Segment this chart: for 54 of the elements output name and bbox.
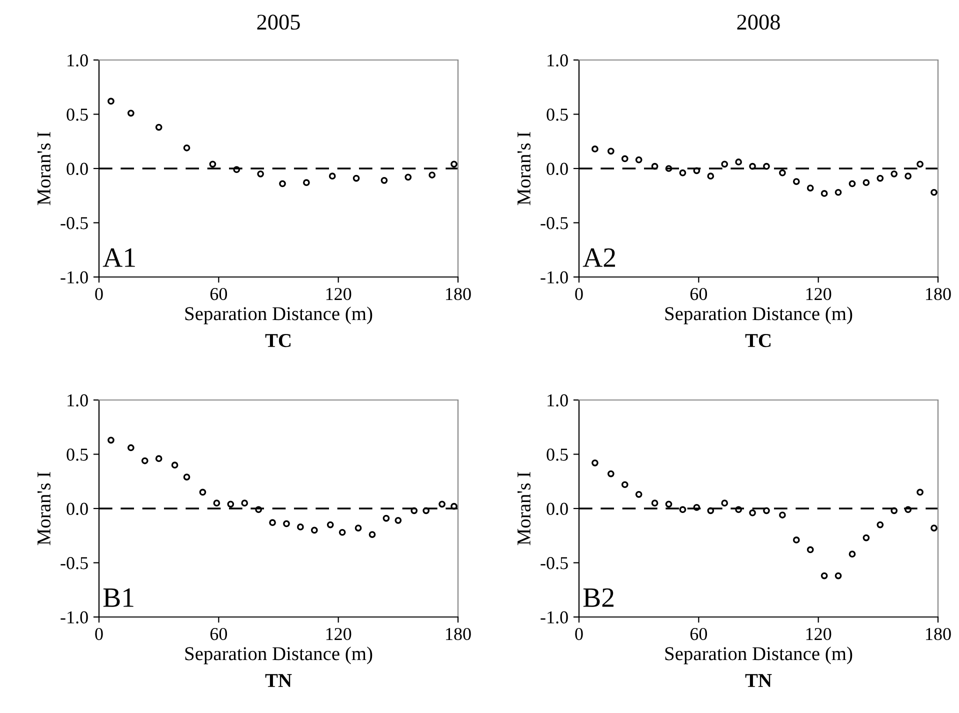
text: TN	[265, 674, 292, 687]
x-axis-title: Separation Distance (m)	[185, 306, 372, 324]
y-tick-label: 0.0	[546, 502, 568, 516]
y-tick-label: 1.0	[68, 54, 88, 67]
x-tick-label: 180	[926, 628, 951, 640]
y-tick-label: 1.0	[548, 394, 568, 407]
y-tick-label: -0.5	[540, 217, 568, 230]
x-tick-label: 180	[446, 628, 471, 640]
x-tick-label: 0	[575, 288, 583, 300]
text: TN	[745, 674, 772, 687]
y-tick-label: 0.0	[546, 162, 568, 176]
chart-title: 2005	[257, 14, 300, 30]
x-axis-title: Separation Distance (m)	[665, 306, 852, 324]
y-axis-title: Moran's I	[38, 132, 50, 206]
y-tick-label: -0.5	[60, 557, 88, 570]
y-tick-label: -1.0	[540, 611, 568, 624]
x-tick-label: 0	[95, 628, 103, 640]
x-tick-label: 60	[210, 288, 228, 300]
x-tick-label: 60	[690, 628, 708, 640]
y-axis-title: Moran's I	[38, 472, 50, 546]
y-axis-title: Moran's I	[518, 132, 530, 206]
text: TC	[745, 334, 771, 348]
y-axis-title: Moran's I	[518, 472, 530, 546]
y-tick-label: 1.0	[548, 54, 568, 67]
annotation: B1	[103, 588, 134, 607]
y-tick-label: 0.5	[66, 108, 88, 121]
x-tick-label: 120	[326, 288, 352, 300]
y-tick-label: 1.0	[68, 394, 88, 407]
x-tick-label: 0	[95, 288, 103, 300]
y-tick-label: -0.5	[60, 217, 88, 230]
x-axis-title: Separation Distance (m)	[665, 646, 852, 664]
x-tick-label: 60	[690, 288, 708, 300]
y-tick-label: -0.5	[540, 557, 568, 570]
text: TC	[265, 334, 291, 348]
x-tick-label: 60	[210, 628, 228, 640]
x-tick-label: 120	[806, 628, 832, 640]
y-tick-label: 0.5	[546, 448, 568, 461]
annotation: B2	[583, 588, 614, 607]
x-tick-label: 180	[926, 288, 951, 300]
y-tick-label: 0.5	[66, 448, 88, 461]
x-tick-label: 120	[326, 628, 352, 640]
annotation: A1	[102, 248, 135, 267]
y-tick-label: 0.5	[546, 108, 568, 121]
annotation: A2	[582, 248, 616, 267]
y-tick-label: -1.0	[60, 611, 88, 624]
y-tick-label: -1.0	[60, 271, 88, 284]
x-tick-label: 120	[806, 288, 832, 300]
x-axis-title: Separation Distance (m)	[185, 646, 372, 664]
y-tick-label: 0.0	[66, 502, 88, 516]
x-tick-label: 0	[575, 628, 583, 640]
x-tick-label: 180	[446, 288, 471, 300]
y-tick-label: 0.0	[66, 162, 88, 176]
y-tick-label: -1.0	[540, 271, 568, 284]
chart-title: 2008	[737, 14, 780, 30]
